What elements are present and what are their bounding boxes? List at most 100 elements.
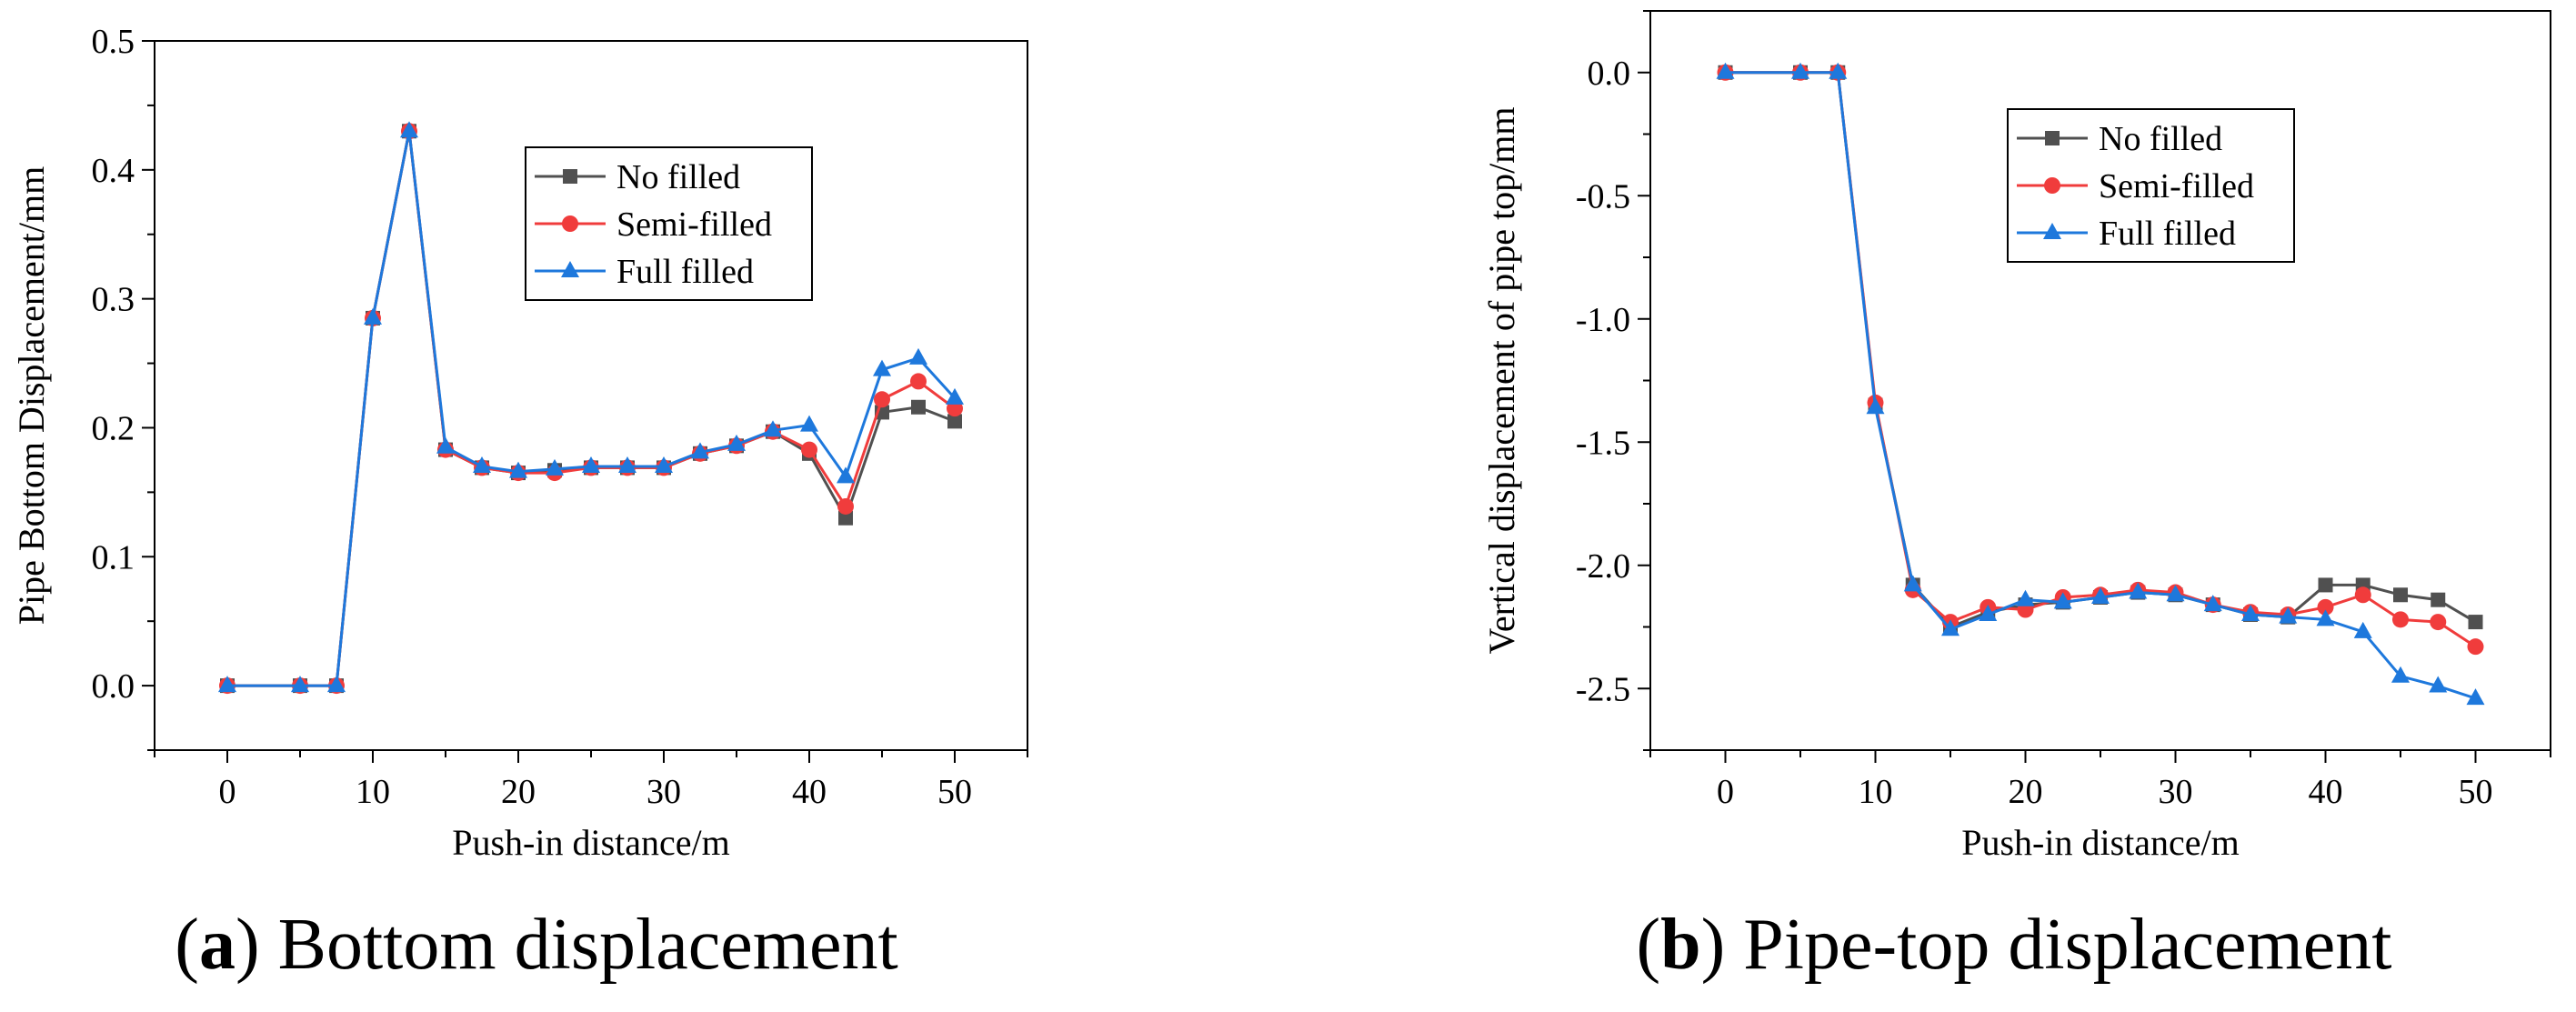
- y-tick-label-b: -0.5: [1576, 177, 1630, 215]
- data-point-semi-filled-b: [2354, 586, 2371, 604]
- data-point-full-filled-b: [2053, 592, 2072, 609]
- data-point-full-filled-b: [2241, 604, 2260, 621]
- data-point-full-filled-a: [727, 434, 746, 451]
- data-point-full-filled-a: [909, 347, 927, 365]
- data-point-no-filled-a: [911, 399, 926, 415]
- legend-item-no-filled-b: No filled: [2017, 120, 2222, 158]
- legend-a: No filled Semi-filled Full filled: [525, 146, 813, 301]
- data-point-full-filled-b: [2129, 582, 2148, 599]
- data-point-full-filled-b: [2203, 595, 2222, 612]
- data-point-full-filled-b: [1941, 619, 1960, 636]
- legend-marker-full-filled-b: [2043, 223, 2061, 239]
- data-point-full-filled-b: [1829, 62, 1848, 79]
- data-point-full-filled-a: [618, 456, 636, 473]
- data-point-full-filled-a: [400, 121, 418, 138]
- data-point-semi-filled-a: [801, 441, 817, 458]
- legend-item-no-filled-a: No filled: [535, 158, 740, 196]
- data-point-full-filled-b: [2391, 666, 2410, 683]
- legend-label-b: Full filled: [2099, 215, 2236, 253]
- data-point-no-filled-b: [2393, 587, 2408, 603]
- x-tick-label-a: 0: [219, 773, 236, 811]
- data-point-full-filled-a: [546, 458, 564, 476]
- data-point-full-filled-a: [327, 676, 346, 693]
- x-tick-label-b: 30: [2159, 773, 2193, 811]
- x-tick-label-a: 50: [937, 773, 972, 811]
- y-tick-label-a: 0.2: [92, 409, 135, 447]
- data-point-semi-filled-b: [2467, 638, 2484, 656]
- data-point-semi-filled-a: [910, 373, 927, 390]
- data-point-full-filled-b: [1866, 397, 1885, 415]
- y-tick-label-a: 0.4: [92, 152, 135, 190]
- data-point-full-filled-a: [291, 676, 309, 693]
- legend-label-b: No filled: [2099, 120, 2222, 158]
- legend-marker-no-filled-b: [2045, 131, 2060, 145]
- series-line-full-filled-a: [227, 130, 957, 687]
- data-point-semi-filled-b: [2392, 611, 2409, 628]
- data-point-full-filled-a: [691, 442, 709, 459]
- legend-item-full-filled-a: Full filled: [535, 253, 754, 291]
- x-tick-label-a: 30: [647, 773, 681, 811]
- caption-text-b: Pipe-top displacement: [1743, 905, 2391, 985]
- data-point-semi-filled-a: [837, 497, 854, 515]
- legend-label-a: No filled: [616, 158, 740, 196]
- y-tick-label-b: -1.0: [1576, 301, 1630, 339]
- y-tick-label-a: 0.3: [92, 281, 135, 319]
- x-tick-label-a: 40: [792, 773, 827, 811]
- data-point-full-filled-b: [1903, 575, 1922, 592]
- y-axis-label-a: Pipe Bottom Displacement/mm: [11, 166, 52, 625]
- chart-panel-a: 0 10 20 30 40 50 0.0 0.1 0.2 0.3 0.4 0.5 No filled S…: [11, 23, 1028, 985]
- data-point-no-filled-b: [2431, 592, 2446, 607]
- data-point-full-filled-b: [2353, 621, 2372, 638]
- x-tick-label-b: 0: [1717, 773, 1734, 811]
- x-tick-label-a: 10: [356, 773, 390, 811]
- y-tick-label-a: 0.1: [92, 538, 135, 576]
- y-tick-label-a: 0.0: [92, 667, 135, 706]
- data-point-full-filled-b: [2091, 586, 2110, 604]
- legend-label-a: Semi-filled: [616, 205, 772, 244]
- data-point-full-filled-a: [218, 676, 236, 693]
- legend-marker-full-filled-a: [561, 261, 579, 277]
- data-point-full-filled-a: [364, 307, 382, 325]
- x-tick-label-b: 50: [2459, 773, 2493, 811]
- legend-label-a: Full filled: [616, 253, 754, 291]
- data-point-full-filled-b: [2166, 585, 2185, 602]
- caption-letter-a: a: [199, 905, 236, 985]
- x-tick-label-b: 10: [1859, 773, 1893, 811]
- x-tick-label-b: 40: [2309, 773, 2343, 811]
- data-point-full-filled-b: [2279, 606, 2298, 624]
- data-point-full-filled-b: [2429, 676, 2448, 693]
- data-point-full-filled-a: [764, 420, 782, 437]
- legend-marker-no-filled-a: [563, 169, 577, 184]
- data-point-full-filled-a: [655, 456, 673, 473]
- data-point-full-filled-b: [2316, 609, 2335, 626]
- legend-b: No filled Semi-filled Full filled: [2007, 108, 2295, 263]
- x-axis-label-a: Push-in distance/m: [452, 822, 730, 863]
- y-tick-label-b: 0.0: [1588, 55, 1631, 93]
- data-point-full-filled-b: [2466, 688, 2485, 706]
- legend-marker-semi-filled-b: [2044, 177, 2060, 194]
- data-point-semi-filled-b: [2317, 598, 2334, 616]
- legend-item-full-filled-b: Full filled: [2017, 215, 2236, 253]
- legend-label-b: Semi-filled: [2099, 167, 2254, 205]
- axes-b: 0 10 20 30 40 50 0.0 -0.5 -1.0 -1.5 -2.0 -2.5: [1576, 10, 2551, 811]
- series-full-filled-a: [218, 121, 964, 693]
- caption-letter-b: b: [1660, 905, 1701, 985]
- data-point-full-filled-b: [1791, 62, 1809, 79]
- x-axis-label-b: Push-in distance/m: [1961, 822, 2240, 863]
- data-point-full-filled-a: [509, 461, 527, 478]
- legend-item-semi-filled-a: Semi-filled: [535, 205, 772, 244]
- data-point-no-filled-b: [2318, 577, 2333, 593]
- data-point-full-filled-b: [2016, 589, 2035, 606]
- data-point-semi-filled-b: [2430, 614, 2447, 631]
- y-tick-label-a: 0.5: [92, 23, 135, 61]
- data-point-full-filled-a: [436, 436, 455, 454]
- chart-panel-b: 0 10 20 30 40 50 0.0 -0.5 -1.0 -1.5 -2.0 -2.5 No fi…: [1481, 10, 2551, 985]
- data-point-no-filled-a: [838, 510, 853, 526]
- y-axis-label-b: Vertical displacement of pipe top/mm: [1481, 106, 1522, 654]
- data-point-full-filled-a: [873, 359, 891, 376]
- data-point-full-filled-a: [837, 466, 855, 484]
- y-tick-label-b: -1.5: [1576, 424, 1630, 462]
- caption-text-a: Bottom displacement: [278, 905, 898, 985]
- data-point-full-filled-b: [1716, 62, 1735, 79]
